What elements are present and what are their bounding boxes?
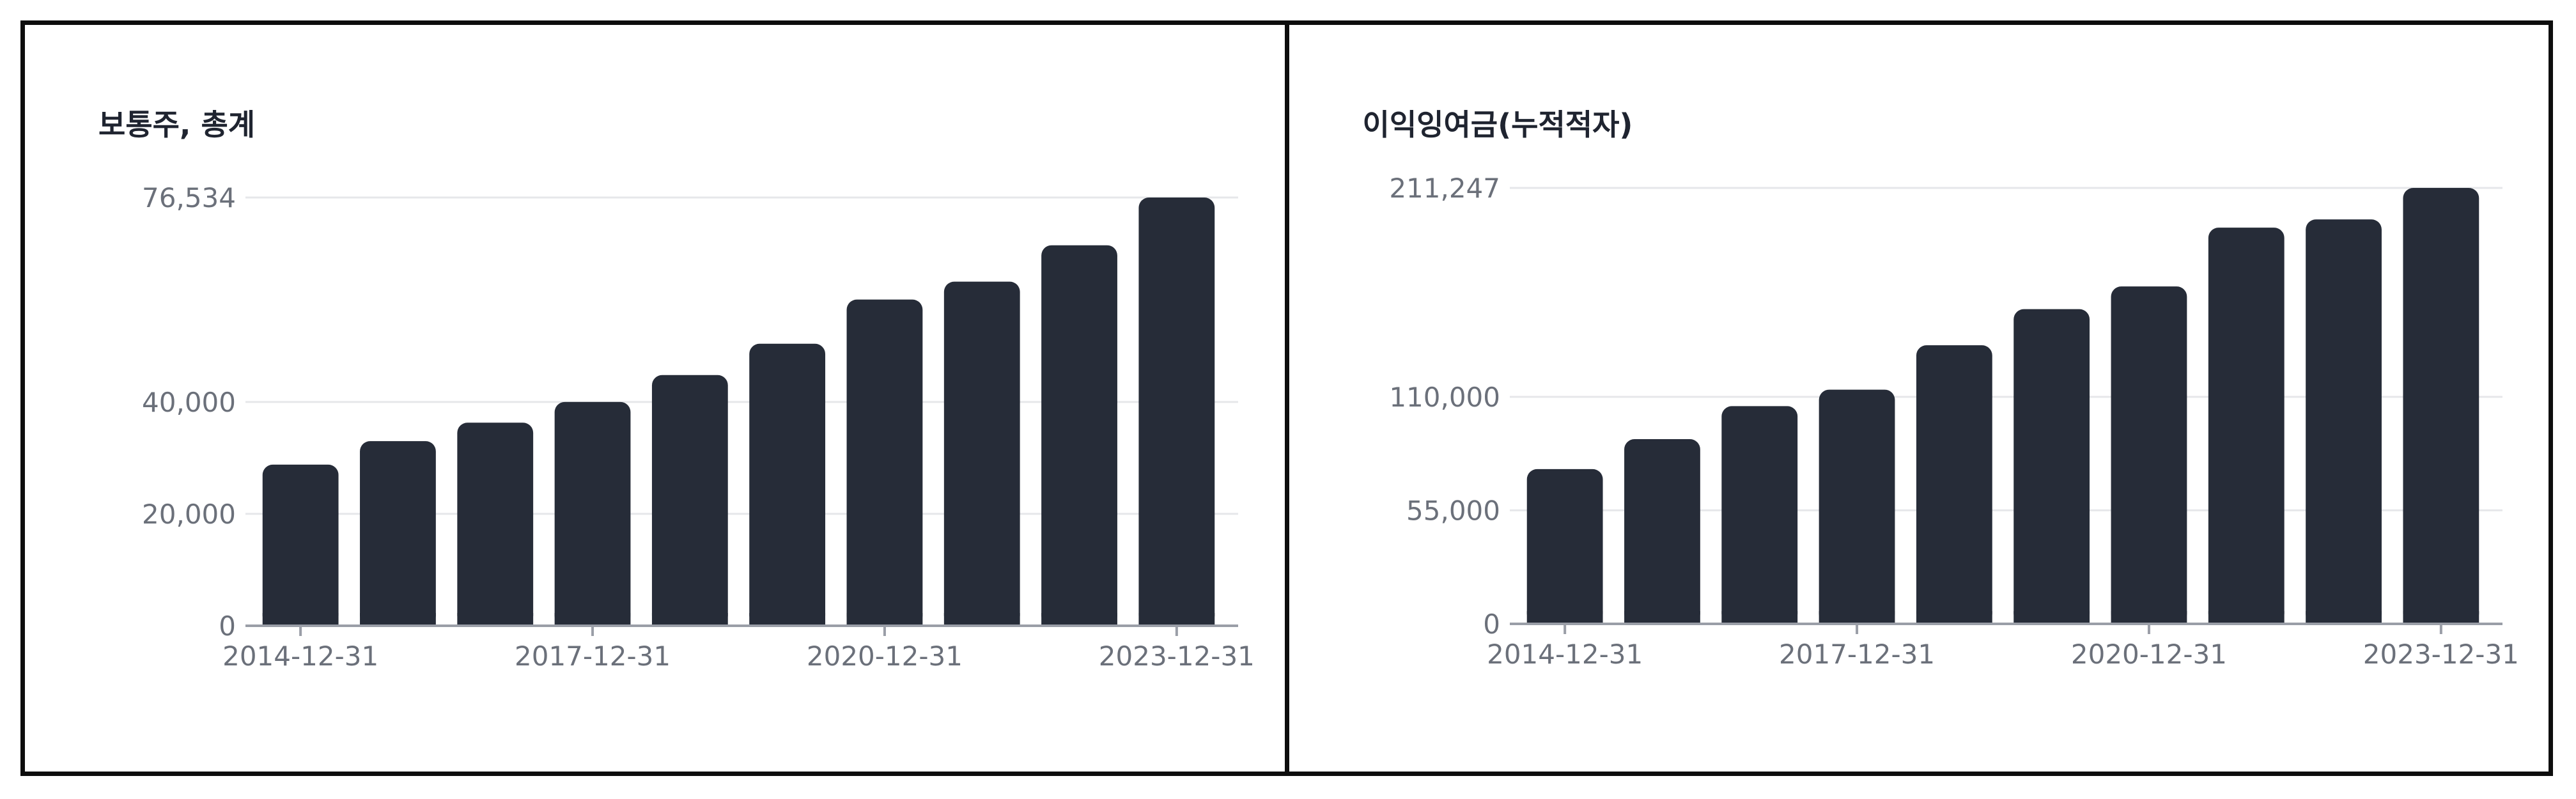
chart-panel-common-stock: 보통주, 총계 0 20,000 40,000 76,534 2014-12-31 201… <box>25 25 1285 772</box>
bar <box>1819 389 1895 624</box>
chart-title: 이익잉여금(누적적자) <box>1362 107 1633 142</box>
y-tick-label: 55,000 <box>1406 495 1500 526</box>
y-tick-label: 0 <box>1483 609 1500 640</box>
bar <box>2305 219 2382 624</box>
bar-base <box>1721 611 1797 624</box>
x-tick-label: 2017-12-31 <box>1779 639 1935 670</box>
y-tick-label: 76,534 <box>142 182 236 213</box>
bar-chart-retained-earnings: 0 55,000 110,000 211,247 2014-12-31 2017-12-3… <box>1389 173 2519 670</box>
bar-base <box>1138 613 1215 626</box>
bar-base <box>1624 611 1700 624</box>
bar <box>749 343 826 626</box>
bar <box>360 441 436 626</box>
bar <box>2208 228 2285 624</box>
bar-base <box>749 613 826 626</box>
bar-base <box>2305 611 2382 624</box>
bar <box>846 299 923 626</box>
bar-base <box>2013 611 2090 624</box>
bar <box>2111 286 2187 624</box>
y-tick-label: 20,000 <box>142 499 236 530</box>
x-tick-label: 2017-12-31 <box>515 640 671 672</box>
bar <box>1916 345 1992 624</box>
bar <box>1624 439 1700 624</box>
bar-base <box>846 613 923 626</box>
y-tick-label: 110,000 <box>1389 382 1500 413</box>
bar <box>2013 309 2090 624</box>
bar-base <box>651 613 728 626</box>
y-tick-label: 40,000 <box>142 387 236 418</box>
bar-chart-common-stock: 0 20,000 40,000 76,534 2014-12-31 2017-12-31 2… <box>142 182 1255 672</box>
bar-base <box>457 613 534 626</box>
chart-panel-retained-earnings: 이익잉여금(누적적자) 0 55,000 110,000 211,247 2014-12… <box>1284 25 2549 772</box>
bar-base <box>1526 611 1603 624</box>
chart-title: 보통주, 총계 <box>98 107 256 142</box>
bar-base <box>2402 611 2479 624</box>
bar-base <box>554 613 631 626</box>
x-tick-label: 2014-12-31 <box>222 640 378 672</box>
x-tick-label: 2014-12-31 <box>1487 639 1643 670</box>
bar-base <box>1819 611 1895 624</box>
bar-base <box>1041 613 1117 626</box>
bar <box>457 423 534 626</box>
bar <box>1526 469 1603 624</box>
x-tick-label: 2020-12-31 <box>807 640 963 672</box>
bar <box>2402 188 2479 624</box>
bar <box>1138 198 1215 626</box>
bar <box>943 281 1020 626</box>
bar-base <box>943 613 1020 626</box>
y-tick-label: 211,247 <box>1389 173 1500 204</box>
bar <box>651 375 728 626</box>
y-tick-label: 0 <box>219 610 236 642</box>
charts-frame: 보통주, 총계 0 20,000 40,000 76,534 2014-12-31 201… <box>20 20 2553 776</box>
x-tick-label: 2023-12-31 <box>1099 640 1255 672</box>
x-tick-label: 2023-12-31 <box>2363 639 2518 670</box>
bar-base <box>2208 611 2285 624</box>
bar <box>554 401 631 626</box>
bar-base <box>1916 611 1992 624</box>
bar-base <box>360 613 436 626</box>
bar <box>262 464 339 626</box>
bar-base <box>2111 611 2187 624</box>
bar <box>1721 406 1797 624</box>
x-tick-label: 2020-12-31 <box>2070 639 2226 670</box>
bar <box>1041 245 1117 626</box>
bar-base <box>262 613 339 626</box>
